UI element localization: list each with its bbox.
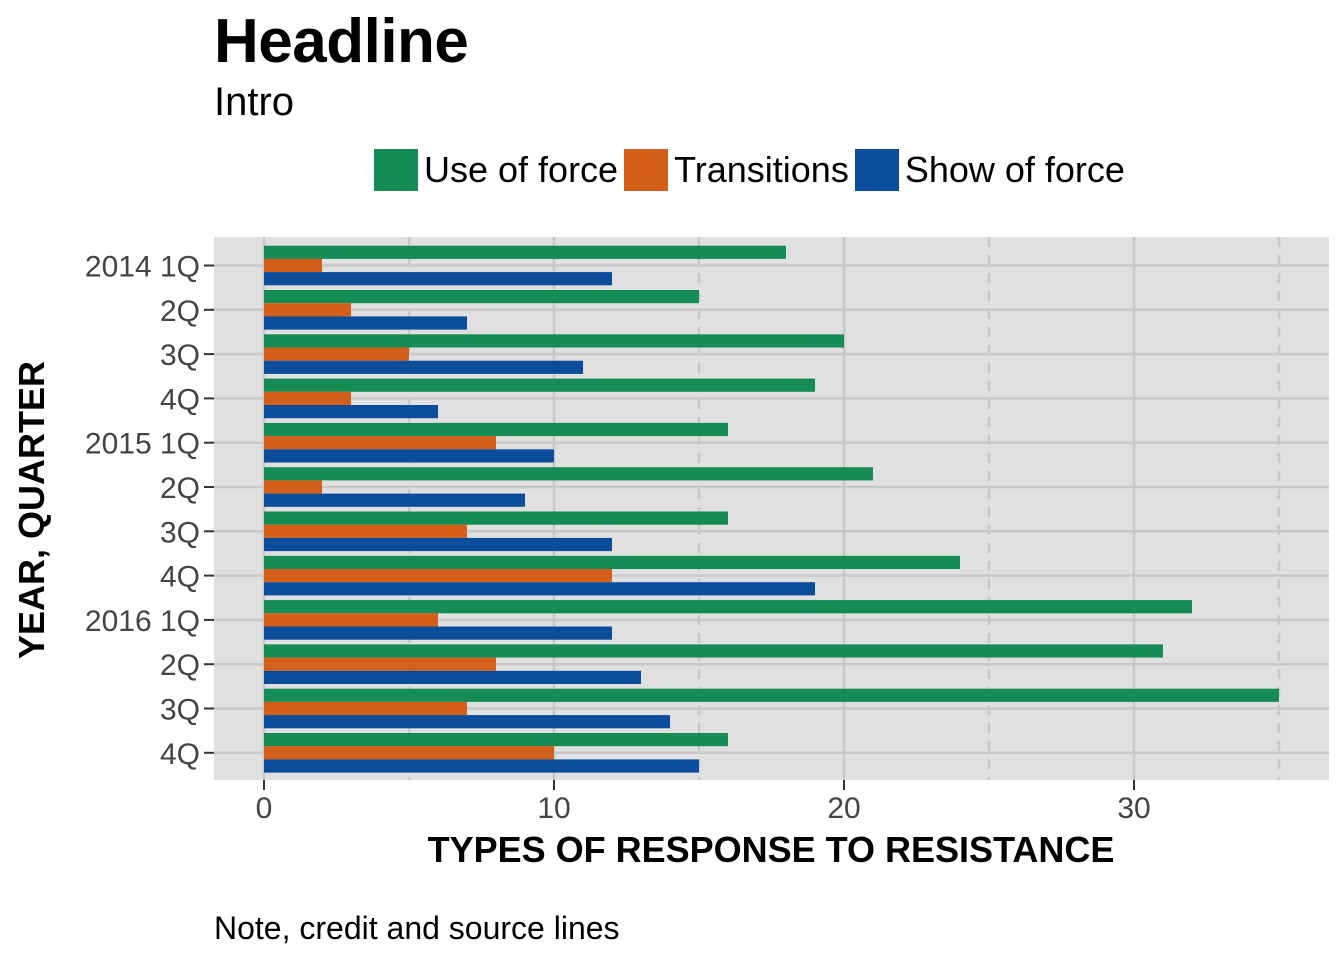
bar-show-of-force <box>264 449 554 463</box>
y-tick-label: 2Q <box>160 649 200 682</box>
y-tick-label: 2015 1Q <box>85 428 200 461</box>
x-tick-label: 30 <box>1117 792 1150 825</box>
bar-transitions <box>264 746 554 760</box>
chart-legend: Use of force Transitions Show of force <box>374 148 1131 192</box>
legend-label-transitions: Transitions <box>674 149 849 190</box>
y-axis-title: YEAR, QUARTER <box>11 361 52 659</box>
bar-transitions <box>264 657 496 671</box>
bar-show-of-force <box>264 493 525 507</box>
legend-item-show-of-force: Show of force <box>854 149 1125 191</box>
bar-use-of-force <box>264 555 960 569</box>
bar-transitions <box>264 701 467 716</box>
x-tick-label: 10 <box>537 792 570 825</box>
legend-key-use-of-force <box>374 149 418 191</box>
y-tick-label: 2Q <box>160 472 200 505</box>
y-tick-label: 4Q <box>160 738 200 771</box>
bar-transitions <box>264 258 322 273</box>
bar-use-of-force <box>264 600 1192 614</box>
bar-transitions <box>264 391 351 405</box>
bar-use-of-force <box>264 245 786 259</box>
y-tick-labels: 2014 1Q 2Q 3Q 4Q 2015 1Q 2Q 3Q 4Q 2016 1Q 2Q 3Q 4Q <box>85 251 214 771</box>
legend-item-use-of-force: Use of force <box>374 149 618 191</box>
legend-label-show-of-force: Show of force <box>904 149 1125 190</box>
y-tick-label: 2Q <box>160 295 200 328</box>
y-tick-label: 2016 1Q <box>85 605 200 638</box>
bar-transitions <box>264 347 409 361</box>
y-tick-label: 3Q <box>160 694 200 727</box>
legend-key-transitions <box>624 149 669 191</box>
bar-use-of-force <box>264 378 815 392</box>
bar-show-of-force <box>264 316 467 330</box>
note-credit-source: Note, credit and source lines <box>214 910 620 946</box>
bar-transitions <box>264 303 351 317</box>
chart-headline: Headline <box>214 7 469 76</box>
bar-transitions <box>264 480 322 494</box>
bar-show-of-force <box>264 360 583 374</box>
bar-show-of-force <box>264 670 641 684</box>
bar-transitions <box>264 436 496 450</box>
bar-use-of-force <box>264 290 699 304</box>
bar-use-of-force <box>264 422 728 437</box>
bar-show-of-force <box>264 272 612 286</box>
legend-item-transitions: Transitions <box>624 149 849 191</box>
y-tick-label: 4Q <box>160 561 200 594</box>
bar-show-of-force <box>264 626 612 640</box>
bar-transitions <box>264 524 467 538</box>
bar-transitions <box>264 613 438 627</box>
bar-show-of-force <box>264 405 438 419</box>
bar-show-of-force <box>264 759 699 773</box>
x-axis-title: TYPES OF RESPONSE TO RESISTANCE <box>428 829 1115 870</box>
bar-use-of-force <box>264 334 844 348</box>
legend-key-show-of-force <box>854 149 899 191</box>
bar-use-of-force <box>264 511 728 525</box>
bar-use-of-force <box>264 467 873 481</box>
bars <box>264 245 1279 773</box>
x-tick-label: 20 <box>827 792 860 825</box>
y-tick-label: 4Q <box>160 383 200 416</box>
y-tick-label: 3Q <box>160 516 200 549</box>
x-tick-labels: 0 10 20 30 <box>256 780 1151 825</box>
bar-show-of-force <box>264 537 612 552</box>
bar-transitions <box>264 569 612 583</box>
bar-use-of-force <box>264 688 1279 702</box>
chart-intro: Intro <box>214 80 295 124</box>
bar-use-of-force <box>264 644 1163 658</box>
legend-label-use-of-force: Use of force <box>424 149 619 190</box>
y-tick-label: 3Q <box>160 339 200 372</box>
bar-show-of-force <box>264 715 670 729</box>
bar-show-of-force <box>264 582 815 596</box>
y-tick-label: 2014 1Q <box>85 251 200 284</box>
bar-use-of-force <box>264 733 728 747</box>
x-tick-label: 0 <box>256 792 273 825</box>
